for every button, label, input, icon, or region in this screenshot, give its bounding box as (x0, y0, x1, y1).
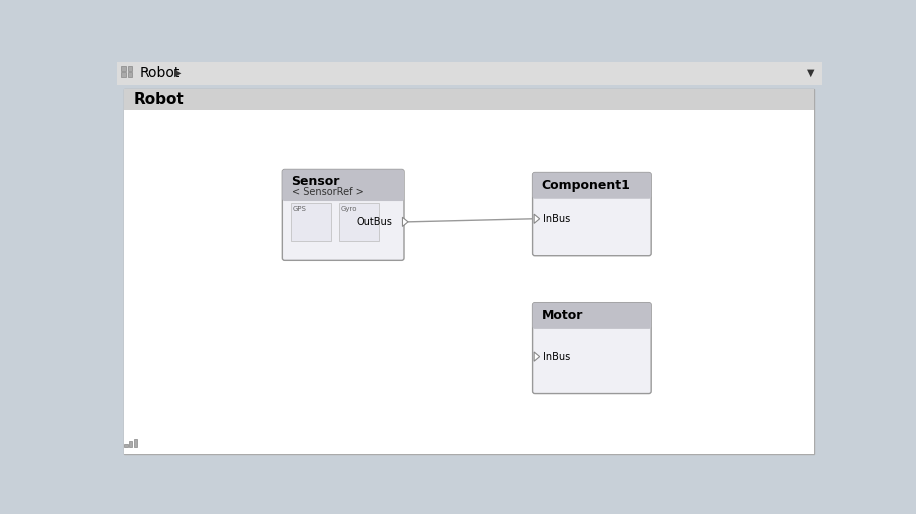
Text: Sensor: Sensor (291, 175, 340, 188)
Text: Gyro: Gyro (341, 206, 357, 212)
FancyBboxPatch shape (117, 62, 823, 85)
Text: ▶: ▶ (174, 68, 181, 78)
FancyBboxPatch shape (535, 322, 649, 328)
FancyBboxPatch shape (532, 303, 651, 329)
FancyBboxPatch shape (532, 173, 651, 199)
Text: Robot: Robot (140, 66, 180, 80)
FancyBboxPatch shape (122, 72, 126, 77)
FancyBboxPatch shape (532, 173, 651, 256)
FancyBboxPatch shape (127, 72, 132, 77)
Text: < SensorRef >: < SensorRef > (291, 187, 364, 197)
Polygon shape (534, 352, 540, 361)
FancyBboxPatch shape (129, 442, 132, 447)
FancyBboxPatch shape (282, 170, 404, 260)
FancyBboxPatch shape (125, 110, 814, 454)
FancyBboxPatch shape (285, 194, 402, 200)
Text: ▼: ▼ (807, 68, 814, 78)
FancyBboxPatch shape (125, 88, 814, 110)
FancyBboxPatch shape (290, 203, 331, 241)
Text: OutBus: OutBus (356, 217, 392, 227)
FancyBboxPatch shape (127, 66, 132, 71)
FancyBboxPatch shape (125, 88, 814, 454)
Text: InBus: InBus (543, 352, 571, 361)
Polygon shape (534, 214, 540, 224)
Polygon shape (402, 217, 408, 227)
Text: Motor: Motor (542, 309, 583, 322)
FancyBboxPatch shape (125, 444, 127, 447)
Text: GPS: GPS (293, 206, 307, 212)
Text: Component1: Component1 (542, 179, 631, 192)
FancyBboxPatch shape (535, 192, 649, 198)
FancyBboxPatch shape (122, 66, 126, 71)
Text: InBus: InBus (543, 214, 571, 224)
FancyBboxPatch shape (339, 203, 378, 241)
Text: Robot: Robot (134, 92, 184, 107)
FancyBboxPatch shape (134, 439, 136, 447)
FancyBboxPatch shape (282, 170, 404, 201)
FancyBboxPatch shape (532, 303, 651, 394)
